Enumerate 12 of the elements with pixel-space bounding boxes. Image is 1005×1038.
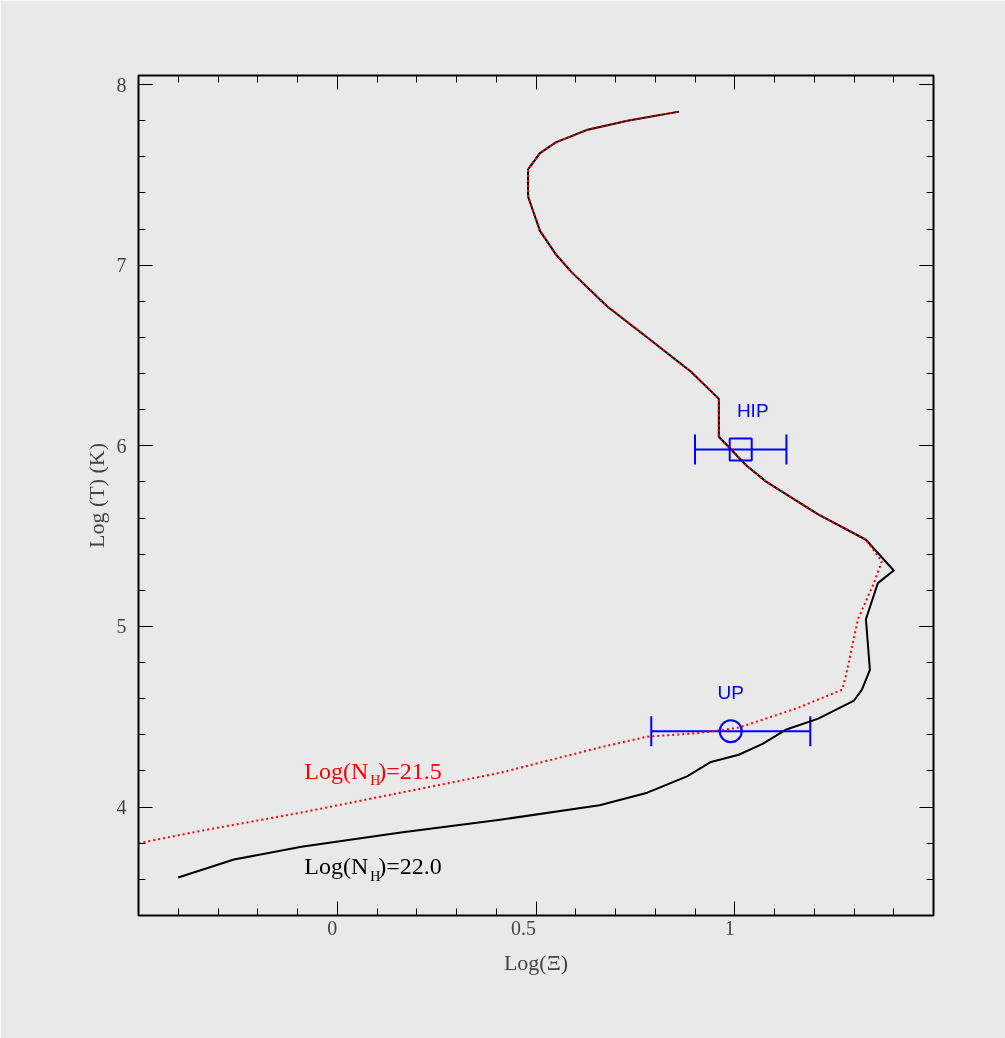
series-label: UP [717, 682, 744, 704]
x-tick-label: 0.5 [511, 916, 536, 939]
x-tick-label: 1 [724, 916, 735, 939]
y-tick-label: 6 [116, 434, 127, 457]
y-axis-title: Log (T) (K) [83, 442, 109, 549]
y-tick-label: 8 [116, 73, 127, 96]
x-axis-title: Log(Ξ) [503, 949, 569, 975]
y-tick-label: 5 [116, 615, 127, 638]
y-tick-label: 7 [116, 254, 127, 277]
y-tick-label: 4 [116, 796, 127, 819]
series-label: HIP [736, 400, 769, 422]
x-tick-label: 0 [327, 916, 338, 939]
